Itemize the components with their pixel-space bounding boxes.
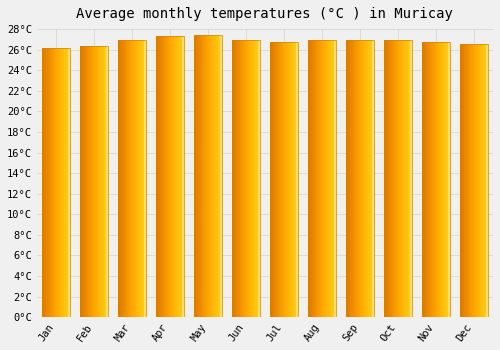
Bar <box>460 44 487 317</box>
Bar <box>80 46 108 317</box>
Bar <box>118 40 146 317</box>
Bar <box>308 40 336 317</box>
Bar <box>232 40 260 317</box>
Bar <box>258 40 260 317</box>
Bar <box>42 48 70 317</box>
Bar <box>156 36 184 317</box>
Bar <box>106 46 108 317</box>
Bar <box>144 40 146 317</box>
Bar <box>460 44 487 317</box>
Title: Average monthly temperatures (°C ) in Muricay: Average monthly temperatures (°C ) in Mu… <box>76 7 454 21</box>
Bar <box>194 35 222 317</box>
Bar <box>308 40 336 317</box>
Bar <box>68 48 70 317</box>
Bar <box>42 48 70 317</box>
Bar <box>346 40 374 317</box>
Bar <box>384 40 411 317</box>
Bar <box>270 42 297 317</box>
Bar <box>156 36 184 317</box>
Bar <box>422 42 450 317</box>
Bar <box>448 42 450 317</box>
Bar <box>372 40 374 317</box>
Bar <box>118 40 146 317</box>
Bar <box>422 42 450 317</box>
Bar <box>220 35 222 317</box>
Bar <box>194 35 222 317</box>
Bar <box>296 42 298 317</box>
Bar <box>486 44 488 317</box>
Bar <box>384 40 411 317</box>
Bar <box>410 40 412 317</box>
Bar <box>346 40 374 317</box>
Bar <box>270 42 297 317</box>
Bar <box>182 36 184 317</box>
Bar <box>80 46 108 317</box>
Bar <box>232 40 260 317</box>
Bar <box>334 40 336 317</box>
